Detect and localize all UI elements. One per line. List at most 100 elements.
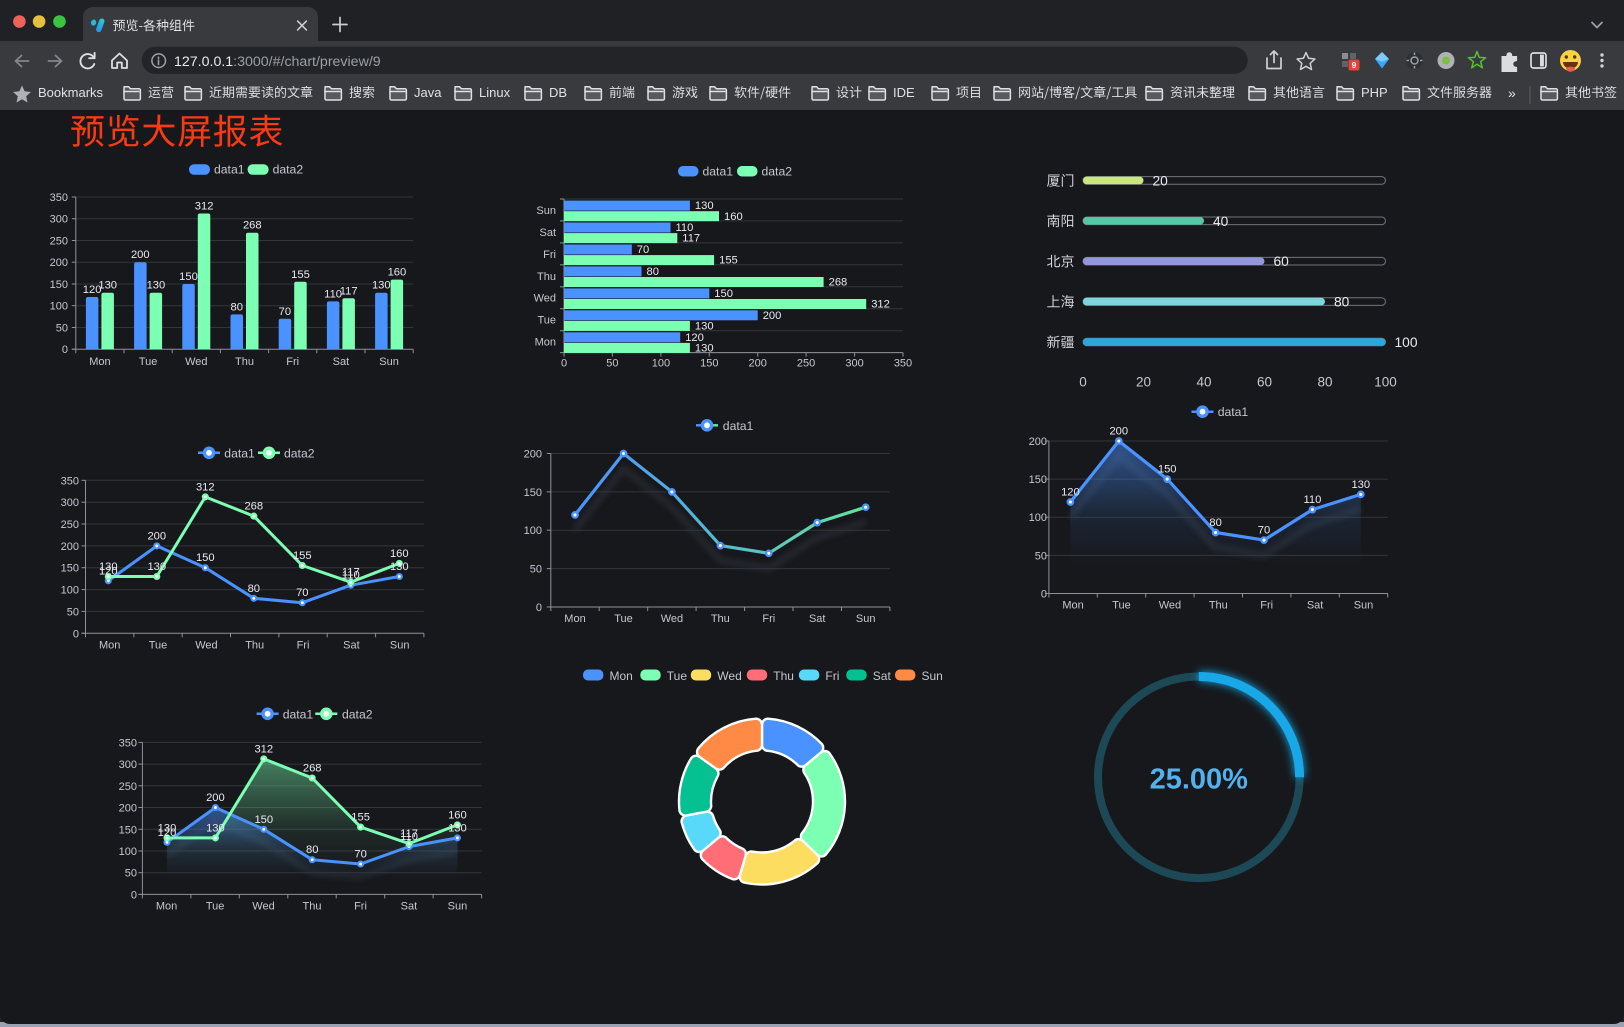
svg-text:80: 80 xyxy=(230,301,242,313)
svg-text:data2: data2 xyxy=(273,163,304,177)
svg-text:Sat: Sat xyxy=(401,900,418,912)
svg-text:Fri: Fri xyxy=(1260,600,1273,612)
svg-text:50: 50 xyxy=(56,323,68,335)
svg-text:120: 120 xyxy=(685,332,704,344)
svg-text:160: 160 xyxy=(448,809,467,821)
svg-text:80: 80 xyxy=(1317,375,1332,390)
svg-text:100: 100 xyxy=(1029,512,1047,524)
svg-text:150: 150 xyxy=(700,357,718,369)
svg-text:312: 312 xyxy=(254,743,273,755)
svg-text:70: 70 xyxy=(354,849,366,861)
svg-text:Sun: Sun xyxy=(922,669,943,683)
svg-text:Thu: Thu xyxy=(245,639,264,651)
svg-text:150: 150 xyxy=(61,563,79,575)
svg-text:Bookmarks: Bookmarks xyxy=(38,85,104,100)
svg-text:200: 200 xyxy=(147,530,166,542)
svg-text:data2: data2 xyxy=(284,446,315,460)
svg-text:Wed: Wed xyxy=(534,293,556,305)
svg-text:350: 350 xyxy=(61,475,79,487)
svg-text:0: 0 xyxy=(73,628,79,640)
svg-text:350: 350 xyxy=(50,192,68,204)
svg-text:Wed: Wed xyxy=(195,639,217,651)
svg-text:Tue: Tue xyxy=(667,669,688,683)
svg-text:350: 350 xyxy=(119,737,137,749)
svg-text:Mon: Mon xyxy=(535,337,556,349)
svg-text:150: 150 xyxy=(1158,464,1177,476)
svg-text:50: 50 xyxy=(530,564,542,576)
svg-text:130: 130 xyxy=(695,343,714,355)
svg-text:312: 312 xyxy=(196,481,215,493)
svg-text:200: 200 xyxy=(749,357,767,369)
svg-text:Sun: Sun xyxy=(856,613,876,625)
svg-text:110: 110 xyxy=(342,570,360,582)
svg-text:150: 150 xyxy=(179,271,198,283)
svg-text:300: 300 xyxy=(119,759,137,771)
svg-text:50: 50 xyxy=(1035,550,1047,562)
svg-text:350: 350 xyxy=(894,357,912,369)
svg-text:200: 200 xyxy=(61,541,79,553)
svg-text:100: 100 xyxy=(50,301,68,313)
svg-text:200: 200 xyxy=(1109,426,1128,438)
svg-text:117: 117 xyxy=(340,285,358,297)
svg-text:Sun: Sun xyxy=(536,205,556,217)
svg-text:Sun: Sun xyxy=(448,900,468,912)
svg-text:Tue: Tue xyxy=(537,315,556,327)
svg-text:data1: data1 xyxy=(703,164,734,178)
svg-text:130: 130 xyxy=(695,200,714,212)
svg-text:150: 150 xyxy=(714,288,733,300)
svg-text:160: 160 xyxy=(390,548,409,560)
svg-text:300: 300 xyxy=(845,357,863,369)
svg-text:100: 100 xyxy=(1395,335,1418,350)
svg-text:150: 150 xyxy=(119,824,137,836)
svg-text:»: » xyxy=(1508,85,1516,101)
svg-text:Fri: Fri xyxy=(762,613,775,625)
svg-text:60: 60 xyxy=(1274,254,1290,269)
svg-text:70: 70 xyxy=(296,587,308,599)
svg-text:Thu: Thu xyxy=(303,900,322,912)
svg-text:200: 200 xyxy=(1029,436,1047,448)
svg-text:160: 160 xyxy=(724,211,743,223)
svg-text:50: 50 xyxy=(125,868,137,880)
svg-text:40: 40 xyxy=(1213,214,1229,229)
svg-text:300: 300 xyxy=(50,214,68,226)
svg-text:150: 150 xyxy=(254,814,273,826)
svg-text:155: 155 xyxy=(719,255,738,267)
svg-text:0: 0 xyxy=(561,357,567,369)
svg-text:0: 0 xyxy=(1079,375,1087,390)
svg-text:312: 312 xyxy=(871,299,890,311)
svg-text:Fri: Fri xyxy=(354,900,367,912)
svg-text:200: 200 xyxy=(131,249,150,261)
svg-text:Tue: Tue xyxy=(149,639,168,651)
svg-text:Mon: Mon xyxy=(99,639,120,651)
svg-text:data1: data1 xyxy=(1218,405,1249,419)
svg-text:100: 100 xyxy=(652,357,670,369)
svg-text:data2: data2 xyxy=(762,164,793,178)
svg-text:110: 110 xyxy=(400,831,418,843)
svg-text:Sat: Sat xyxy=(343,639,360,651)
svg-text:80: 80 xyxy=(306,844,318,856)
svg-text:130: 130 xyxy=(390,561,409,573)
svg-text:Fri: Fri xyxy=(543,249,556,261)
svg-text:Mon: Mon xyxy=(156,900,177,912)
svg-text:Tue: Tue xyxy=(1112,600,1131,612)
svg-text:80: 80 xyxy=(248,583,260,595)
svg-text:Sun: Sun xyxy=(390,639,410,651)
svg-text:155: 155 xyxy=(291,269,310,281)
svg-text:120: 120 xyxy=(83,284,102,296)
svg-text:70: 70 xyxy=(637,244,649,256)
svg-text:150: 150 xyxy=(196,552,215,564)
svg-text:Mon: Mon xyxy=(610,669,633,683)
svg-text:Wed: Wed xyxy=(1159,600,1181,612)
svg-text:150: 150 xyxy=(1029,474,1047,486)
svg-text:150: 150 xyxy=(50,279,68,291)
svg-text:Tue: Tue xyxy=(139,356,158,368)
svg-text:Mon: Mon xyxy=(564,613,585,625)
svg-text:120: 120 xyxy=(99,565,118,577)
svg-text:70: 70 xyxy=(1258,525,1270,537)
svg-text:60: 60 xyxy=(1257,375,1272,390)
svg-text:130: 130 xyxy=(695,321,714,333)
svg-text:250: 250 xyxy=(797,357,815,369)
svg-text:130: 130 xyxy=(158,822,177,834)
svg-text:127.0.0.1:3000/#/chart/preview: 127.0.0.1:3000/#/chart/preview/9 xyxy=(174,54,381,70)
svg-text:200: 200 xyxy=(763,310,782,322)
